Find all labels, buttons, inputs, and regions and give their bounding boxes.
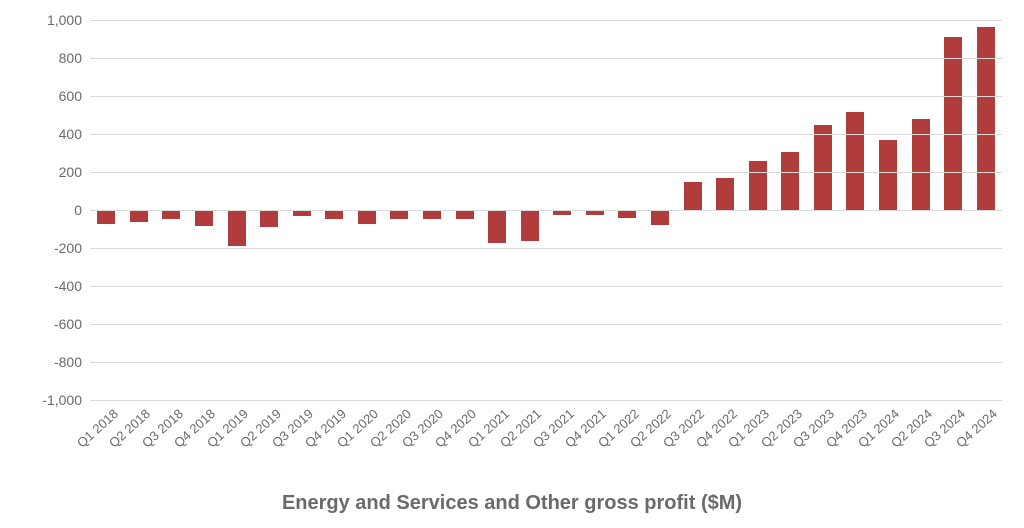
bar [97, 210, 115, 224]
gridline [90, 172, 1002, 173]
bar [781, 152, 799, 210]
gridline [90, 134, 1002, 135]
bar [814, 125, 832, 210]
gridline [90, 362, 1002, 363]
y-tick-label: -600 [54, 316, 90, 332]
bar [977, 27, 995, 210]
bar [423, 210, 441, 219]
bar [651, 210, 669, 225]
bar [390, 210, 408, 219]
gridline [90, 248, 1002, 249]
bar [260, 210, 278, 227]
gridline [90, 210, 1002, 211]
bar [944, 37, 962, 210]
gridline [90, 58, 1002, 59]
bar [618, 210, 636, 218]
bar [130, 210, 148, 222]
bar [716, 178, 734, 210]
bar [912, 119, 930, 210]
y-tick-label: 600 [59, 88, 90, 104]
y-tick-label: 0 [74, 202, 90, 218]
bar [684, 182, 702, 211]
chart-title: Energy and Services and Other gross prof… [0, 492, 1024, 515]
bar [162, 210, 180, 219]
y-tick-label: 800 [59, 50, 90, 66]
gridline [90, 400, 1002, 401]
gridline [90, 20, 1002, 21]
y-tick-label: -1,000 [42, 392, 90, 408]
bar [749, 161, 767, 210]
bar [195, 210, 213, 226]
gridline [90, 286, 1002, 287]
plot-area: -1,000-800-600-400-20002004006008001,000… [90, 20, 1002, 400]
bar [879, 140, 897, 210]
y-tick-label: -800 [54, 354, 90, 370]
y-tick-label: 400 [59, 126, 90, 142]
bar [456, 210, 474, 219]
bar [488, 210, 506, 243]
bar [846, 112, 864, 210]
y-tick-label: -200 [54, 240, 90, 256]
bar [358, 210, 376, 224]
gridline [90, 96, 1002, 97]
bar [521, 210, 539, 241]
chart-container: -1,000 -800 -600 -400 -200 0 200 400 600 800 1,000… [0, 0, 1024, 528]
bar [325, 210, 343, 219]
y-tick-label: 200 [59, 164, 90, 180]
bar [228, 210, 246, 246]
y-tick-label: 1,000 [47, 12, 90, 28]
gridline [90, 324, 1002, 325]
y-tick-label: -400 [54, 278, 90, 294]
